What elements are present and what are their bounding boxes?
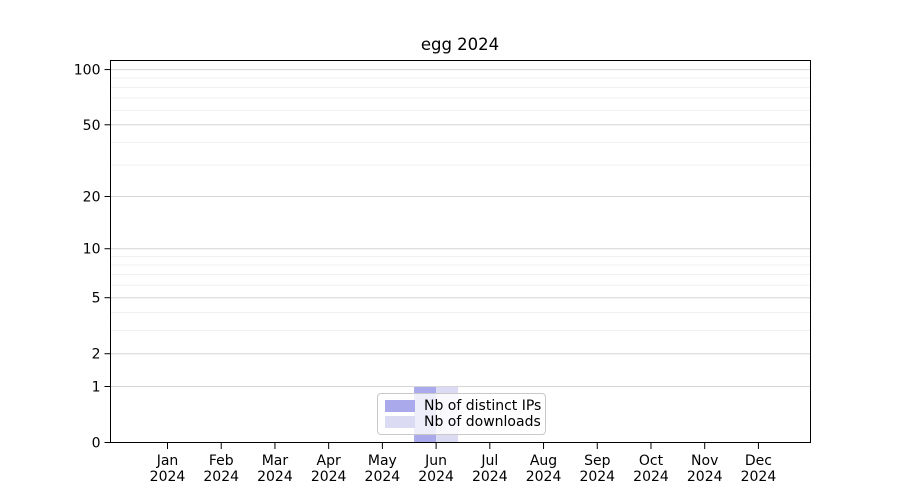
x-tick-label-month: Feb [209,453,234,469]
axes-layer: 0125102050100Jan2024Feb2024Mar2024Apr202… [74,60,811,485]
y-tick-label: 0 [92,436,101,452]
x-tick-label-month: Apr [317,453,341,469]
grid-layer [111,69,810,387]
y-tick-label: 5 [92,291,101,307]
chart-title: egg 2024 [421,35,499,54]
y-tick-label: 1 [92,379,101,395]
x-tick-label-month: Dec [745,453,772,469]
x-tick-label-month: Sep [584,453,611,469]
y-tick-label: 100 [74,63,101,79]
x-tick-label-year: 2024 [472,469,508,485]
x-tick-label-month: Nov [691,453,718,469]
legend-item-downloads: Nb of downloads [385,414,541,430]
y-tick-label: 10 [83,242,101,258]
x-tick-label-year: 2024 [257,469,293,485]
y-tick-label: 50 [83,118,101,134]
x-tick-label-year: 2024 [418,469,454,485]
x-tick-label-year: 2024 [741,469,777,485]
legend: Nb of distinct IPs Nb of downloads [377,393,546,435]
plot-border [110,60,811,443]
x-tick-label-month: Aug [530,453,557,469]
y-tick-label: 20 [83,189,101,205]
x-tick-label-year: 2024 [579,469,615,485]
x-tick-label-month: Jan [156,453,179,469]
legend-swatch-downloads [385,416,415,428]
y-tick-label: 2 [92,347,101,363]
x-tick-label-year: 2024 [203,469,239,485]
x-tick-label-month: Jun [424,453,447,469]
x-tick-label-month: Jul [480,453,498,469]
x-tick-label-year: 2024 [526,469,562,485]
legend-item-distinct-ips: Nb of distinct IPs [385,398,541,414]
x-tick-label-year: 2024 [687,469,723,485]
x-tick-label-year: 2024 [633,469,669,485]
x-tick-label-month: Oct [639,453,664,469]
x-tick-label-year: 2024 [150,469,186,485]
x-tick-label-year: 2024 [311,469,347,485]
x-tick-label-month: Mar [262,453,289,469]
x-tick-label-year: 2024 [365,469,401,485]
legend-label-distinct-ips: Nb of distinct IPs [424,398,542,414]
legend-swatch-distinct-ips [385,400,415,412]
x-tick-label-month: May [368,453,397,469]
legend-label-downloads: Nb of downloads [424,414,541,430]
